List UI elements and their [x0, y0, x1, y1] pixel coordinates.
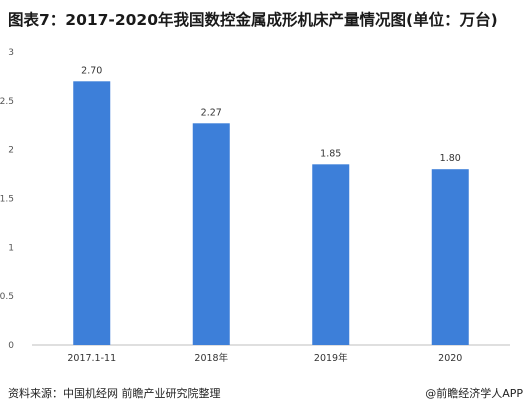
bar [192, 123, 230, 346]
y-tick-label: 2.5 [0, 97, 14, 107]
y-axis-ticks: 0 0.5 1 1.5 2 2.5 3 [0, 48, 14, 351]
bar [312, 164, 350, 345]
y-tick-label: 0.5 [0, 292, 14, 302]
bar-value-label: 2.70 [81, 65, 102, 76]
bar-value-label: 2.27 [201, 107, 222, 118]
bar-value-label: 1.85 [320, 148, 341, 159]
y-tick-label: 1 [8, 243, 14, 253]
source-note: 资料来源：中国机经网 前瞻产业研究院整理 [8, 387, 221, 400]
y-tick-label: 2 [8, 146, 14, 156]
x-tick-label: 2020 [438, 353, 462, 364]
x-axis-labels: 2017.1-11 2018年 2019年 2020 [67, 352, 462, 364]
bar-value-label: 1.80 [440, 153, 461, 164]
bars [73, 81, 469, 346]
x-tick-label: 2018年 [194, 352, 228, 364]
x-tick-label: 2019年 [314, 352, 348, 364]
y-tick-label: 0 [8, 341, 14, 351]
chart-title: 图表7：2017-2020年我国数控金属成形机床产量情况图(单位：万台) [8, 11, 498, 29]
y-tick-label: 3 [8, 48, 14, 58]
bar [431, 169, 469, 345]
brand-attribution: @前瞻经济学人APP [425, 387, 523, 400]
y-tick-label: 1.5 [0, 195, 14, 205]
x-tick-label: 2017.1-11 [67, 353, 116, 364]
data-labels: 2.70 2.27 1.85 1.80 [81, 65, 461, 164]
bar [73, 81, 111, 346]
